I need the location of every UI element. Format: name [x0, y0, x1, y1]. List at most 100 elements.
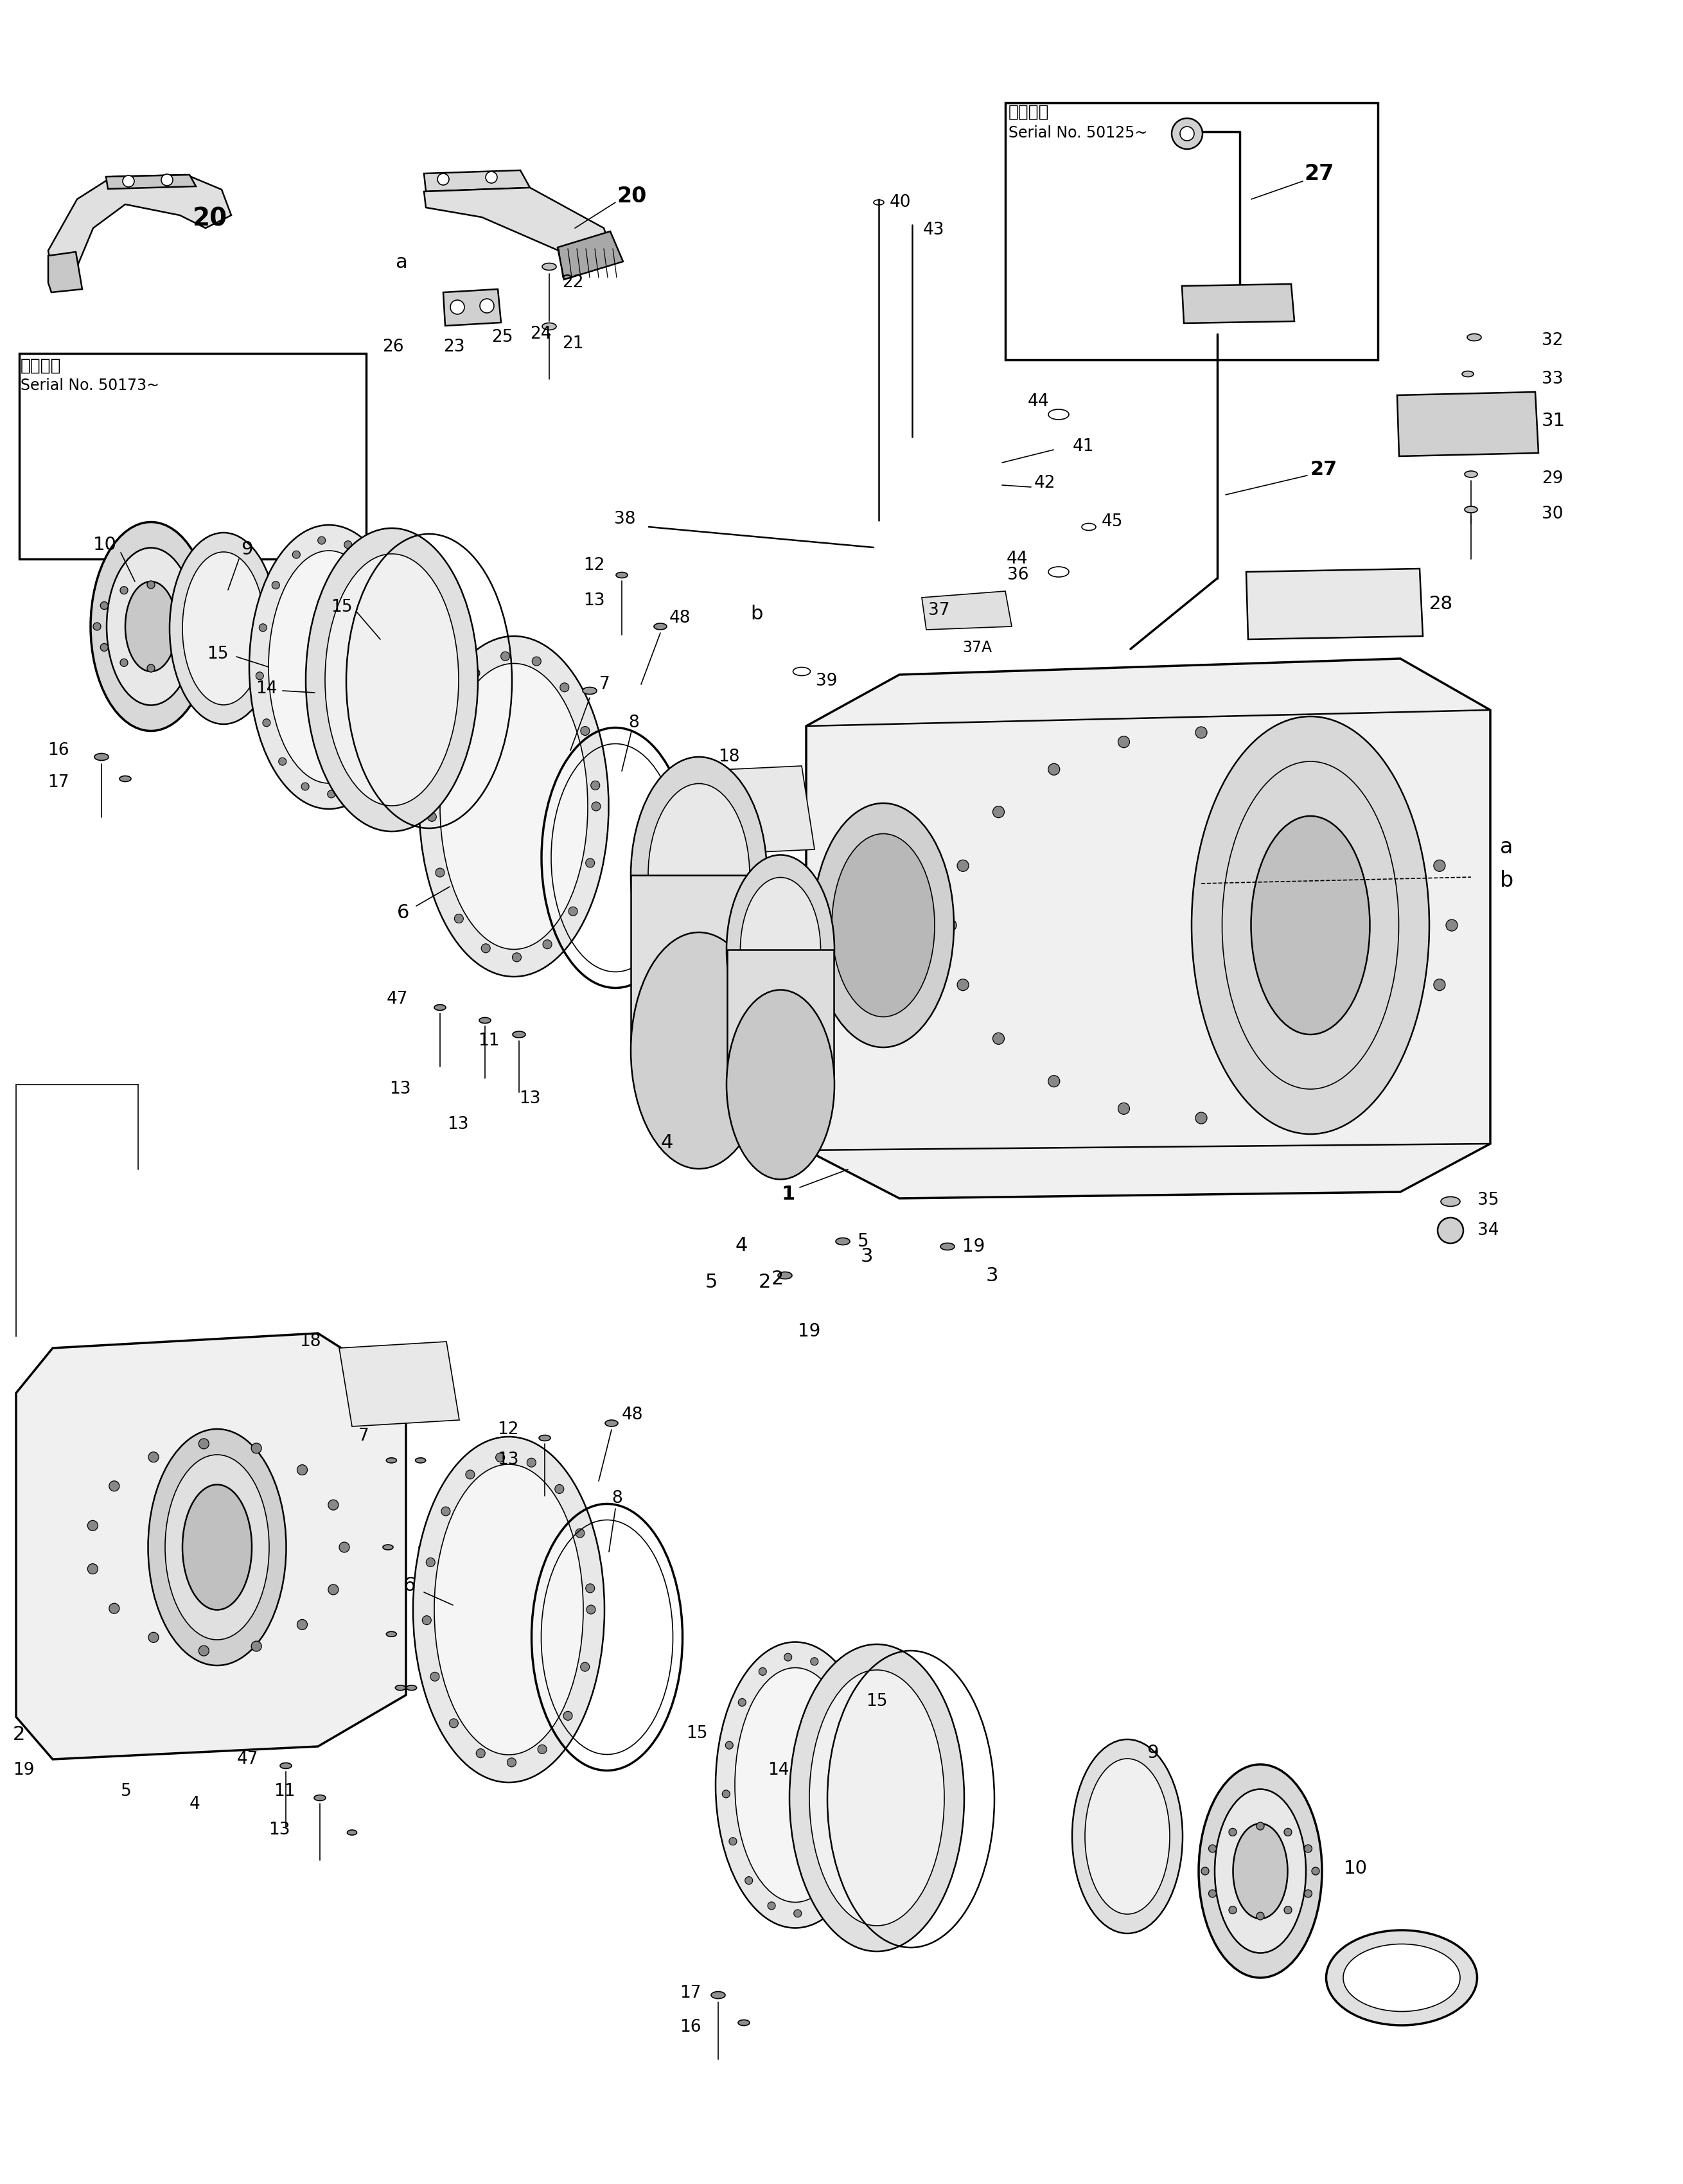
Ellipse shape: [631, 933, 767, 1168]
Ellipse shape: [315, 1795, 327, 1802]
Polygon shape: [49, 175, 231, 266]
Ellipse shape: [148, 1428, 286, 1666]
Circle shape: [794, 1909, 801, 1918]
Polygon shape: [727, 950, 833, 1085]
Circle shape: [119, 587, 128, 594]
Circle shape: [1202, 1867, 1208, 1874]
Circle shape: [1446, 919, 1457, 930]
Text: 10: 10: [1343, 1859, 1368, 1878]
Text: 8: 8: [628, 714, 640, 732]
Circle shape: [502, 651, 510, 662]
Ellipse shape: [406, 1686, 417, 1690]
Circle shape: [560, 684, 569, 692]
Text: 19: 19: [963, 1238, 985, 1256]
Circle shape: [446, 705, 456, 714]
Ellipse shape: [831, 834, 934, 1018]
Text: 12: 12: [498, 1422, 518, 1437]
Polygon shape: [631, 876, 767, 1051]
Text: 13: 13: [498, 1452, 518, 1468]
Ellipse shape: [325, 555, 459, 806]
Text: 15: 15: [867, 1693, 887, 1710]
Ellipse shape: [1468, 334, 1481, 341]
Ellipse shape: [182, 1485, 252, 1610]
Circle shape: [592, 802, 601, 810]
Text: 41: 41: [1072, 439, 1094, 454]
Polygon shape: [17, 1332, 406, 1760]
Ellipse shape: [387, 1631, 397, 1636]
Polygon shape: [443, 288, 502, 325]
Circle shape: [199, 1439, 209, 1448]
Circle shape: [944, 919, 956, 930]
Text: 6: 6: [397, 904, 409, 922]
Circle shape: [200, 622, 209, 631]
Ellipse shape: [616, 572, 628, 579]
Ellipse shape: [1198, 1765, 1321, 1979]
Circle shape: [512, 952, 522, 961]
Circle shape: [811, 1658, 818, 1666]
Ellipse shape: [382, 1544, 394, 1551]
Circle shape: [767, 1902, 776, 1909]
Circle shape: [1272, 736, 1284, 747]
Circle shape: [173, 660, 182, 666]
Text: 45: 45: [1102, 513, 1123, 531]
Text: 34: 34: [1478, 1223, 1500, 1238]
Circle shape: [1171, 118, 1203, 149]
Circle shape: [842, 1870, 848, 1878]
Circle shape: [486, 173, 496, 183]
Ellipse shape: [434, 1463, 584, 1754]
Text: 8: 8: [611, 1489, 623, 1507]
Circle shape: [1257, 1821, 1264, 1830]
Ellipse shape: [739, 2020, 749, 2025]
Circle shape: [1343, 764, 1355, 775]
Circle shape: [1229, 1907, 1237, 1913]
Ellipse shape: [1464, 507, 1478, 513]
Circle shape: [318, 537, 325, 544]
Ellipse shape: [539, 1435, 550, 1441]
Ellipse shape: [542, 323, 557, 330]
Text: 19: 19: [13, 1762, 34, 1778]
Circle shape: [466, 1470, 475, 1479]
Text: 12: 12: [584, 557, 606, 574]
Ellipse shape: [94, 753, 109, 760]
Circle shape: [1311, 1867, 1319, 1874]
Text: 5: 5: [121, 1782, 131, 1800]
Polygon shape: [806, 660, 1489, 1199]
Circle shape: [722, 1791, 730, 1797]
Circle shape: [759, 1669, 766, 1675]
Circle shape: [431, 756, 441, 764]
Text: 31: 31: [1542, 413, 1565, 430]
Ellipse shape: [1441, 1197, 1461, 1206]
Text: 17: 17: [680, 1985, 702, 2001]
Ellipse shape: [727, 989, 835, 1179]
Text: 18: 18: [300, 1332, 321, 1350]
Circle shape: [426, 1557, 434, 1566]
Circle shape: [544, 939, 552, 948]
Text: 20: 20: [616, 186, 646, 207]
Circle shape: [496, 1452, 505, 1461]
Circle shape: [251, 1640, 261, 1651]
Ellipse shape: [735, 1669, 855, 1902]
Polygon shape: [106, 175, 195, 188]
Ellipse shape: [778, 1271, 793, 1280]
Ellipse shape: [439, 664, 587, 950]
Ellipse shape: [1343, 1944, 1461, 2011]
Text: 5: 5: [705, 1273, 717, 1291]
Ellipse shape: [631, 758, 767, 994]
Text: 15: 15: [687, 1725, 707, 1743]
Ellipse shape: [810, 1671, 944, 1926]
Circle shape: [1049, 1075, 1060, 1088]
Text: 28: 28: [1429, 594, 1452, 614]
Ellipse shape: [582, 688, 597, 695]
Circle shape: [564, 1712, 572, 1721]
Circle shape: [119, 660, 128, 666]
Text: 43: 43: [922, 223, 944, 238]
Circle shape: [860, 1762, 868, 1771]
Text: 44: 44: [1028, 393, 1049, 411]
Circle shape: [441, 1507, 451, 1516]
Text: 11: 11: [274, 1782, 296, 1800]
Text: 10: 10: [93, 535, 116, 555]
Circle shape: [569, 906, 577, 915]
Circle shape: [1304, 1845, 1313, 1852]
Circle shape: [1284, 1828, 1293, 1837]
Text: 38: 38: [614, 511, 636, 529]
